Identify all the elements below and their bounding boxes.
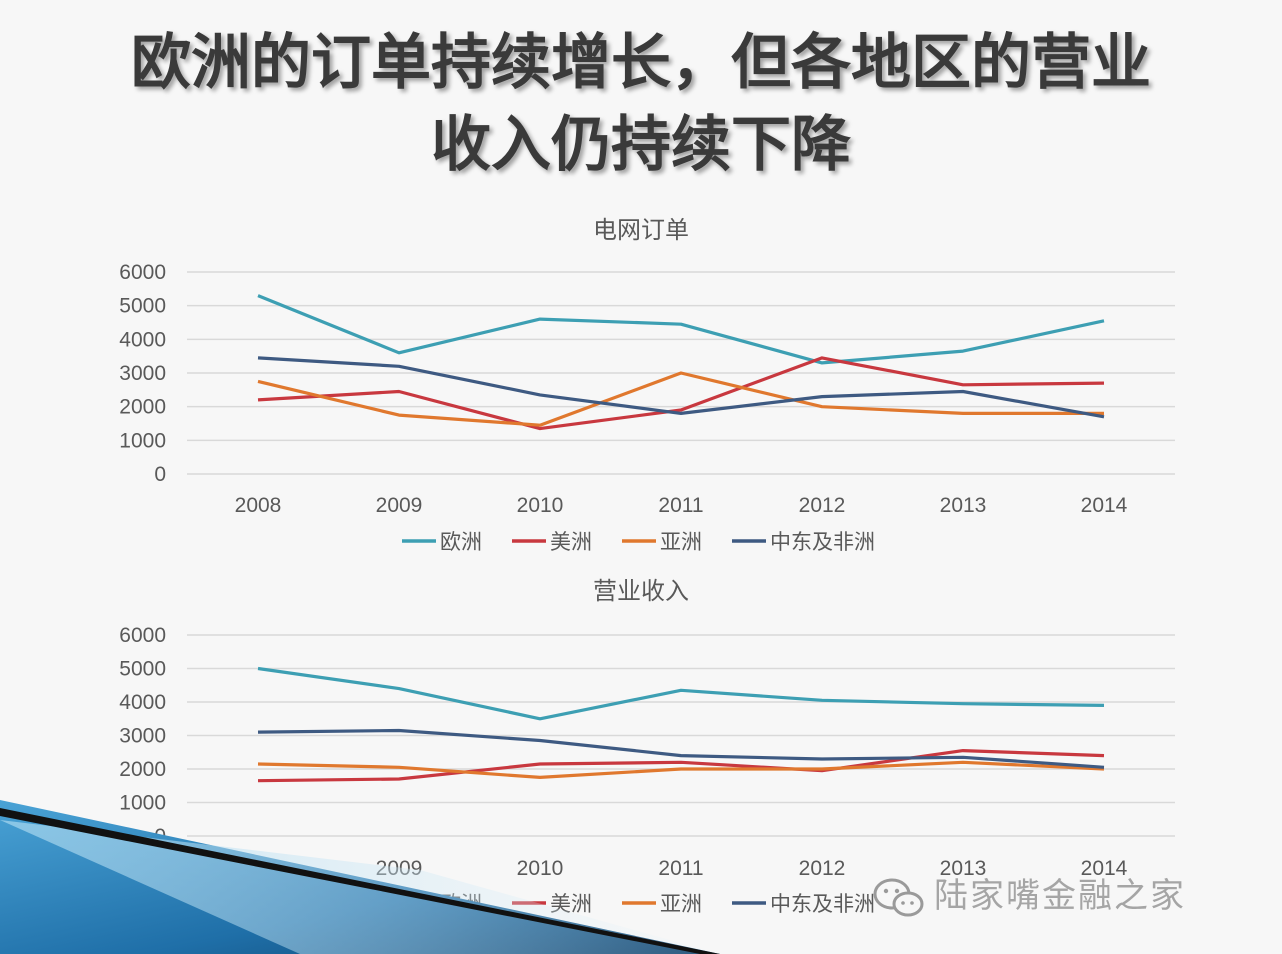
series-line-0 xyxy=(257,294,1105,365)
legend-label: 欧洲 xyxy=(440,892,482,916)
watermark: 陆家嘴金融之家 xyxy=(872,868,1186,920)
x-tick-label: 2013 xyxy=(940,494,987,517)
watermark-text: 陆家嘴金融之家 xyxy=(934,876,1186,916)
series-line-0 xyxy=(257,666,1105,721)
legend-label: 欧洲 xyxy=(440,530,482,554)
y-tick-label: 6000 xyxy=(119,624,166,647)
legend-label: 亚洲 xyxy=(660,892,702,916)
x-tick-label: 2013 xyxy=(940,857,987,880)
legend-label: 美洲 xyxy=(550,530,592,554)
series-line-1 xyxy=(257,748,1105,783)
y-tick-label: 1000 xyxy=(119,792,166,815)
y-tick-label: 0 xyxy=(154,463,166,486)
x-tick-label: 2008 xyxy=(235,857,282,880)
x-tick-label: 2011 xyxy=(658,494,703,517)
x-tick-label: 2010 xyxy=(517,494,564,517)
legend-label: 亚洲 xyxy=(660,530,702,554)
y-tick-label: 2000 xyxy=(119,396,166,419)
legend-label: 中东及非洲 xyxy=(770,530,875,554)
series-line-1 xyxy=(257,356,1105,431)
y-tick-label: 5000 xyxy=(119,295,166,318)
legend-label: 美洲 xyxy=(550,892,592,916)
wechat-icon xyxy=(873,878,924,916)
y-tick-label: 0 xyxy=(154,825,166,848)
x-tick-label: 2014 xyxy=(1081,857,1128,880)
slide-title-line-2: 收入仍持续下降 xyxy=(431,110,851,180)
y-tick-label: 4000 xyxy=(119,691,166,714)
series-line-2 xyxy=(257,760,1105,780)
x-tick-label: 2012 xyxy=(799,857,846,880)
slide-title-line-1: 欧洲的订单持续增长，但各地区的营业 xyxy=(131,28,1151,98)
y-tick-label: 2000 xyxy=(119,758,166,781)
x-tick-label: 2014 xyxy=(1081,494,1128,517)
x-tick-label: 2008 xyxy=(235,494,282,517)
slide-title: 欧洲的订单持续增长，但各地区的营业 收入仍持续下降 xyxy=(0,22,1282,186)
y-tick-label: 5000 xyxy=(119,658,166,681)
chart-title: 营业收入 xyxy=(593,577,689,605)
series-line-3 xyxy=(257,356,1105,419)
x-tick-label: 2010 xyxy=(517,857,564,880)
y-tick-label: 3000 xyxy=(119,725,166,748)
legend-label: 中东及非洲 xyxy=(770,892,875,916)
x-tick-label: 2012 xyxy=(799,494,846,517)
y-tick-label: 1000 xyxy=(119,429,166,452)
x-tick-label: 2009 xyxy=(376,857,423,880)
y-tick-label: 6000 xyxy=(119,261,166,284)
x-tick-label: 2011 xyxy=(658,857,703,880)
y-tick-label: 3000 xyxy=(119,362,166,385)
orders-chart: 电网订单 0 1000 2000 3000 4000 5000 6000 2008 2009 201… xyxy=(119,216,1175,554)
series-line-3 xyxy=(257,728,1105,769)
x-tick-label: 2009 xyxy=(376,494,423,517)
chart-title: 电网订单 xyxy=(593,216,689,244)
series-line-2 xyxy=(257,371,1104,427)
y-tick-label: 4000 xyxy=(119,328,166,351)
